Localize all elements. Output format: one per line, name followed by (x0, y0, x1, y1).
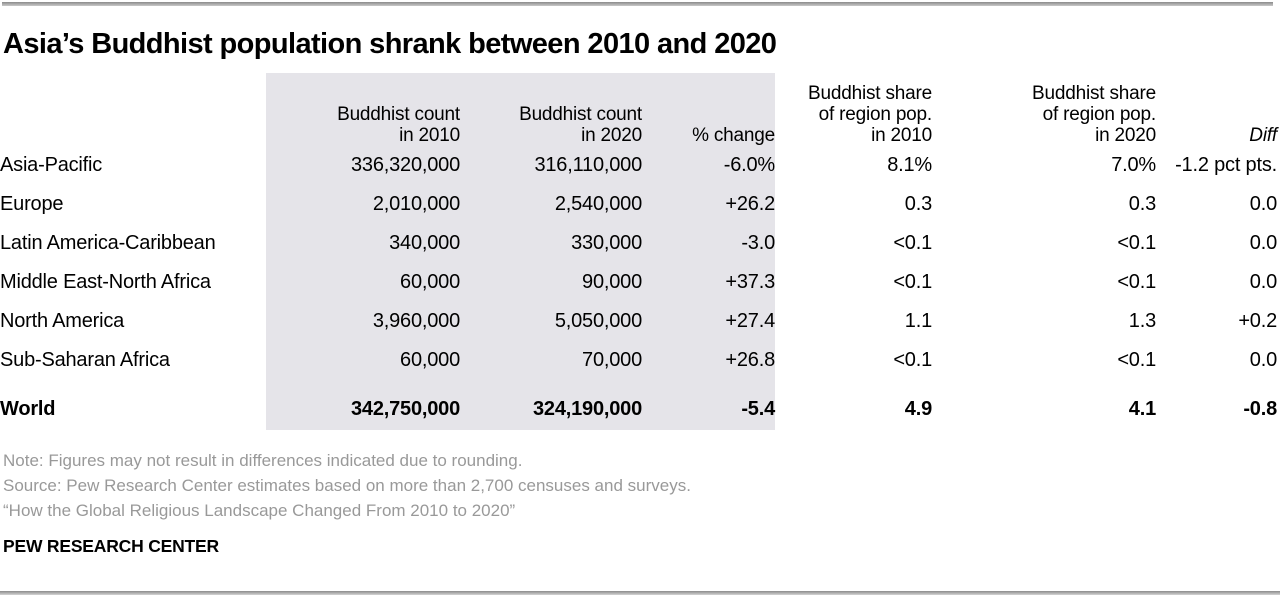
col-header-share-2010: Buddhist share of region pop. in 2010 (808, 83, 932, 146)
region-label: North America (0, 310, 125, 332)
diff-value: +0.2 (1238, 310, 1277, 332)
table-row-latin-america-caribbean: Latin America-Caribbean 340,000 330,000 … (0, 224, 1277, 263)
col-header-pct-change: % change (642, 73, 775, 146)
col-header-region (0, 73, 266, 146)
share-2010-value: 8.1% (887, 154, 932, 176)
count-2020-value: 5,050,000 (460, 302, 642, 341)
share-2020-value: <0.1 (1117, 349, 1156, 371)
pct-change-value: +27.4 (642, 302, 775, 341)
diff-value: -0.8 (1243, 398, 1277, 420)
page-title: Asia’s Buddhist population shrank betwee… (3, 28, 777, 60)
diff-value: 0.0 (1249, 193, 1277, 215)
share-2020-value: <0.1 (1117, 232, 1156, 254)
region-label: Europe (0, 193, 64, 215)
source-line: Source: Pew Research Center estimates ba… (3, 476, 691, 495)
share-2010-value: <0.1 (893, 271, 932, 293)
pct-change-value: +37.3 (642, 263, 775, 302)
share-2020-value: 0.3 (1128, 193, 1156, 215)
share-2010-value: 0.3 (904, 193, 932, 215)
count-2010-value: 342,750,000 (266, 380, 460, 430)
count-2010-value: 340,000 (266, 224, 460, 263)
pct-change-value: -6.0% (642, 146, 775, 185)
top-rule (2, 2, 1273, 6)
citation-line: “How the Global Religious Landscape Chan… (3, 501, 516, 520)
count-2020-value: 2,540,000 (460, 185, 642, 224)
region-label: Latin America-Caribbean (0, 232, 216, 254)
region-label: Asia-Pacific (0, 154, 103, 176)
footnotes: Note: Figures may not result in differen… (3, 448, 691, 523)
pct-change-value: -3.0 (642, 224, 775, 263)
share-2010-value: 1.1 (904, 310, 932, 332)
col-header-diff: Diff (1249, 125, 1277, 146)
count-2020-value: 70,000 (460, 341, 642, 380)
share-2020-value: 4.1 (1128, 398, 1156, 420)
col-header-share-2020: Buddhist share of region pop. in 2020 (1032, 83, 1156, 146)
buddhist-population-table: Buddhist count in 2010 Buddhist count in… (0, 73, 1277, 430)
table-row-north-america: North America 3,960,000 5,050,000 +27.4 … (0, 302, 1277, 341)
diff-value: 0.0 (1249, 232, 1277, 254)
table-header-row: Buddhist count in 2010 Buddhist count in… (0, 73, 1277, 146)
share-2010-value: <0.1 (893, 232, 932, 254)
count-2010-value: 60,000 (266, 263, 460, 302)
note-line: Note: Figures may not result in differen… (3, 451, 523, 470)
count-2020-value: 324,190,000 (460, 380, 642, 430)
diff-value: 0.0 (1249, 349, 1277, 371)
table-row-sub-saharan-africa: Sub-Saharan Africa 60,000 70,000 +26.8 <… (0, 341, 1277, 380)
table-row-asia-pacific: Asia-Pacific 336,320,000 316,110,000 -6.… (0, 146, 1277, 185)
share-2010-value: 4.9 (904, 398, 932, 420)
count-2010-value: 336,320,000 (266, 146, 460, 185)
diff-value: 0.0 (1249, 271, 1277, 293)
bottom-rule (0, 591, 1280, 595)
count-2020-value: 330,000 (460, 224, 642, 263)
table-row-world: World 342,750,000 324,190,000 -5.4 4.9 4… (0, 380, 1277, 430)
pew-research-center-wordmark: PEW RESEARCH CENTER (3, 536, 219, 556)
count-2010-value: 3,960,000 (266, 302, 460, 341)
region-label: World (0, 398, 56, 420)
diff-value: -1.2 pct pts. (1175, 154, 1277, 176)
table-row-middle-east-north-africa: Middle East-North Africa 60,000 90,000 +… (0, 263, 1277, 302)
share-2020-value: 7.0% (1111, 154, 1156, 176)
col-header-count-2020: Buddhist count in 2020 (460, 73, 642, 146)
share-2020-value: <0.1 (1117, 271, 1156, 293)
count-2010-value: 2,010,000 (266, 185, 460, 224)
region-label: Middle East-North Africa (0, 271, 211, 293)
pct-change-value: -5.4 (642, 380, 775, 430)
col-header-count-2010: Buddhist count in 2010 (266, 73, 460, 146)
pct-change-value: +26.8 (642, 341, 775, 380)
share-2010-value: <0.1 (893, 349, 932, 371)
region-label: Sub-Saharan Africa (0, 349, 170, 371)
table-row-europe: Europe 2,010,000 2,540,000 +26.2 0.3 0.3… (0, 185, 1277, 224)
count-2010-value: 60,000 (266, 341, 460, 380)
pct-change-value: +26.2 (642, 185, 775, 224)
share-2020-value: 1.3 (1128, 310, 1156, 332)
count-2020-value: 316,110,000 (460, 146, 642, 185)
count-2020-value: 90,000 (460, 263, 642, 302)
